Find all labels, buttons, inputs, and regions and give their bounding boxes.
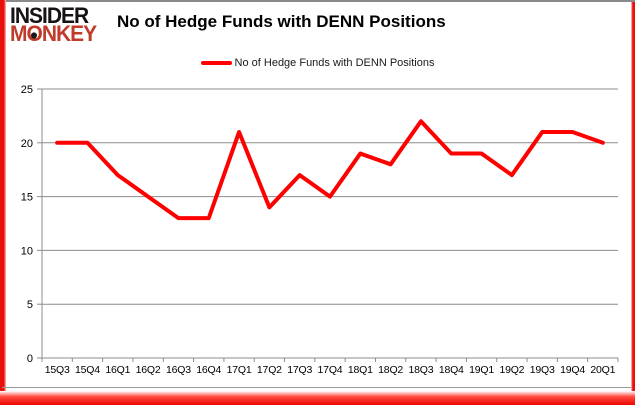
x-axis-label: 16Q4 [196, 364, 221, 376]
x-axis-label: 17Q4 [318, 364, 343, 376]
x-axis-label: 16Q1 [105, 364, 130, 376]
insider-monkey-logo: INSIDER MONKEY [10, 3, 97, 46]
x-axis-label: 19Q4 [560, 364, 585, 376]
legend: No of Hedge Funds with DENN Positions [0, 57, 635, 69]
x-axis-label: 17Q2 [257, 364, 282, 376]
y-axis-label: 15 [21, 192, 33, 204]
monkey-eye-o: O [26, 21, 43, 46]
x-axis-label: 16Q2 [136, 364, 161, 376]
x-axis-label: 17Q1 [227, 364, 252, 376]
y-axis-label: 25 [21, 84, 33, 96]
legend-line-marker [200, 61, 232, 65]
legend-label: No of Hedge Funds with DENN Positions [234, 57, 435, 69]
page-title: No of Hedge Funds with DENN Positions [117, 12, 446, 31]
right-red-border [631, 2, 635, 405]
x-axis-label: 18Q3 [409, 364, 434, 376]
x-axis-label: 18Q4 [439, 364, 464, 376]
x-axis-label: 20Q1 [590, 364, 615, 376]
logo-word-insider: INSIDER [10, 3, 89, 28]
x-axis-label: 18Q2 [378, 364, 403, 376]
y-axis-label: 20 [21, 138, 33, 150]
x-axis-label: 19Q3 [530, 364, 555, 376]
y-axis-label: 5 [27, 299, 33, 311]
x-axis-label: 19Q2 [499, 364, 524, 376]
y-axis-label: 10 [21, 245, 33, 257]
data-line [55, 119, 605, 221]
logo-word-monkey: MONKEY [10, 21, 97, 46]
x-axis-label: 19Q1 [469, 364, 494, 376]
bottom-red-border [0, 391, 635, 405]
x-axis-label: 18Q1 [348, 364, 373, 376]
x-axis-label: 15Q3 [45, 364, 70, 376]
x-axis-label: 15Q4 [75, 364, 100, 376]
x-axis-label: 17Q3 [287, 364, 312, 376]
chart-bottom-border-line [2, 387, 631, 388]
top-border-line [0, 0, 635, 2]
x-axis-label: 16Q3 [166, 364, 191, 376]
left-red-border [0, 0, 6, 405]
y-axis-label: 0 [27, 353, 33, 365]
